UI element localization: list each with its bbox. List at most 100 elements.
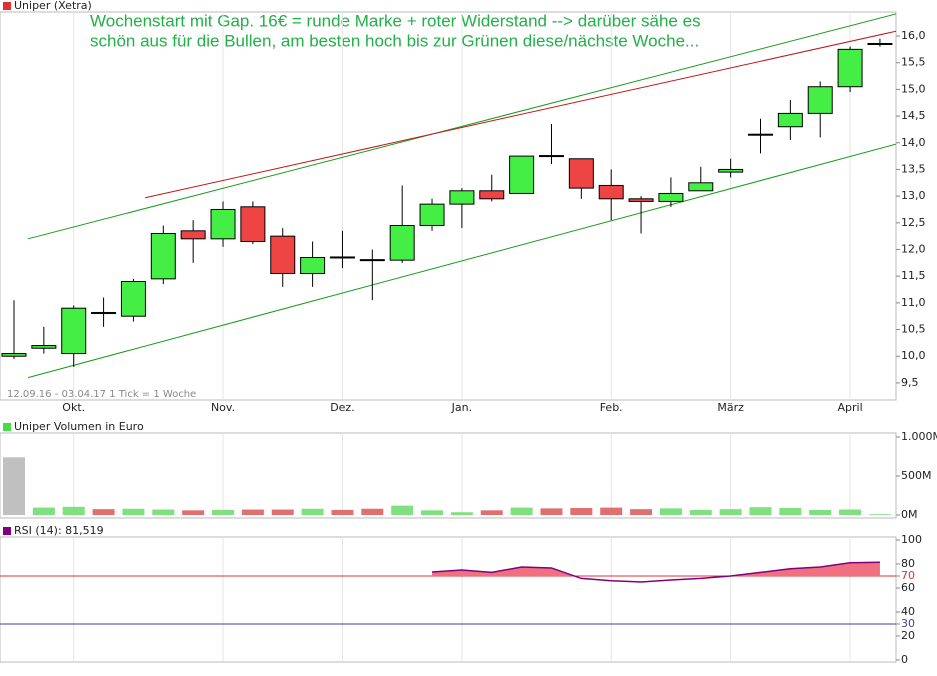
volume-bar — [152, 509, 175, 515]
volume-bar — [271, 509, 294, 515]
trendline — [27, 143, 896, 379]
volume-bar — [689, 509, 712, 515]
candle-body — [91, 311, 117, 315]
rsi-line — [431, 561, 880, 583]
y-tick-label: 16,0 — [901, 29, 926, 42]
y-tick-label: 40 — [901, 605, 915, 618]
candle-body — [598, 184, 624, 200]
x-tick-label: Dez. — [330, 401, 355, 414]
volume-bar — [62, 506, 85, 515]
volume-bar — [92, 509, 115, 515]
candle-body — [568, 158, 594, 189]
volume-bar — [839, 509, 862, 515]
volume-bar — [510, 507, 533, 515]
x-tick-label: Nov. — [211, 401, 235, 414]
y-tick-label: 14,5 — [901, 109, 926, 122]
candle-body — [61, 307, 87, 355]
y-tick-label: 15,5 — [901, 56, 926, 69]
y-tick-label: 30 — [901, 617, 915, 630]
x-tick-label: Feb. — [600, 401, 623, 414]
trendlines — [27, 13, 896, 379]
y-tick-label: 10,0 — [901, 349, 926, 362]
volume-bar — [719, 509, 742, 515]
legend-swatch — [3, 423, 11, 431]
y-tick-label: 20 — [901, 629, 915, 642]
volume-bar — [241, 509, 264, 515]
y-tick-label: 12,0 — [901, 242, 926, 255]
y-tick-label: 60 — [901, 581, 915, 594]
volume-bar — [421, 510, 444, 515]
candle-body — [807, 86, 833, 114]
y-tick-label: 12,5 — [901, 216, 926, 229]
y-tick-label: 11,5 — [901, 269, 926, 282]
y-tick-label: 11,0 — [901, 296, 926, 309]
volume-bar — [122, 508, 145, 515]
candle-body — [359, 259, 385, 262]
candle-body — [240, 206, 266, 242]
volume-panel — [0, 432, 897, 519]
x-tick-label: Okt. — [62, 401, 85, 414]
volume-bar — [630, 509, 653, 515]
x-tick-label: März — [717, 401, 744, 414]
candle-body — [31, 345, 57, 349]
price-panel — [0, 11, 897, 401]
candle-body — [150, 232, 176, 280]
y-tick-label: 500M — [901, 469, 932, 482]
volume-bar — [540, 508, 563, 515]
candle-body — [718, 168, 744, 173]
y-tick-label: 15,0 — [901, 82, 926, 95]
rsi-panel — [0, 536, 897, 663]
candle-body — [658, 192, 684, 202]
panel-label: Uniper Volumen in Euro — [14, 420, 144, 433]
range-text: 12.09.16 - 03.04.17 1 Tick = 1 Woche — [7, 389, 196, 400]
candle-body — [270, 235, 296, 275]
legend-swatch — [3, 527, 11, 535]
trendline — [144, 30, 896, 199]
legend-swatch — [3, 2, 11, 10]
candle-body — [419, 203, 445, 226]
y-tick-label: 13,5 — [901, 162, 926, 175]
candle-body — [748, 133, 773, 136]
trendline — [27, 13, 896, 240]
candle-body — [210, 208, 236, 240]
candle-body — [837, 48, 863, 88]
volume-bar — [361, 508, 384, 515]
volume-bar — [450, 512, 473, 515]
volume-bar — [779, 507, 802, 515]
volume-bar — [212, 509, 235, 515]
volume-bar — [331, 509, 354, 515]
y-tick-label: 80 — [901, 557, 915, 570]
volume-bar — [749, 507, 772, 515]
candle-body — [1, 353, 27, 357]
candle-body — [389, 224, 415, 261]
candle-body — [867, 42, 893, 45]
volume-bar — [32, 507, 55, 515]
volume-bar — [809, 509, 832, 515]
volume-bar — [301, 508, 324, 515]
candle-body — [688, 182, 714, 192]
candle-body — [449, 190, 475, 205]
candle-body — [479, 190, 505, 200]
candle-body — [329, 256, 355, 259]
y-tick-label: 1.000M — [901, 430, 937, 443]
volume-bar — [600, 507, 623, 515]
x-tick-label: April — [838, 401, 863, 414]
y-tick-label: 0M — [901, 508, 918, 521]
candle-body — [300, 257, 326, 275]
volume-bar — [3, 457, 25, 515]
panel-label: RSI (14): 81,519 — [14, 524, 104, 537]
candle-body — [180, 230, 206, 240]
volume-bar — [391, 505, 414, 515]
y-tick-label: 13,0 — [901, 189, 926, 202]
volume-bar — [182, 510, 205, 515]
x-tick-label: Jan. — [451, 401, 472, 414]
volume-bar — [659, 508, 682, 515]
candle-body — [120, 281, 146, 317]
candle-body — [628, 198, 654, 202]
candle-body — [777, 112, 803, 128]
y-tick-label: 10,5 — [901, 323, 926, 336]
y-tick-label: 14,0 — [901, 136, 926, 149]
panel-label: Uniper (Xetra) — [14, 0, 92, 12]
